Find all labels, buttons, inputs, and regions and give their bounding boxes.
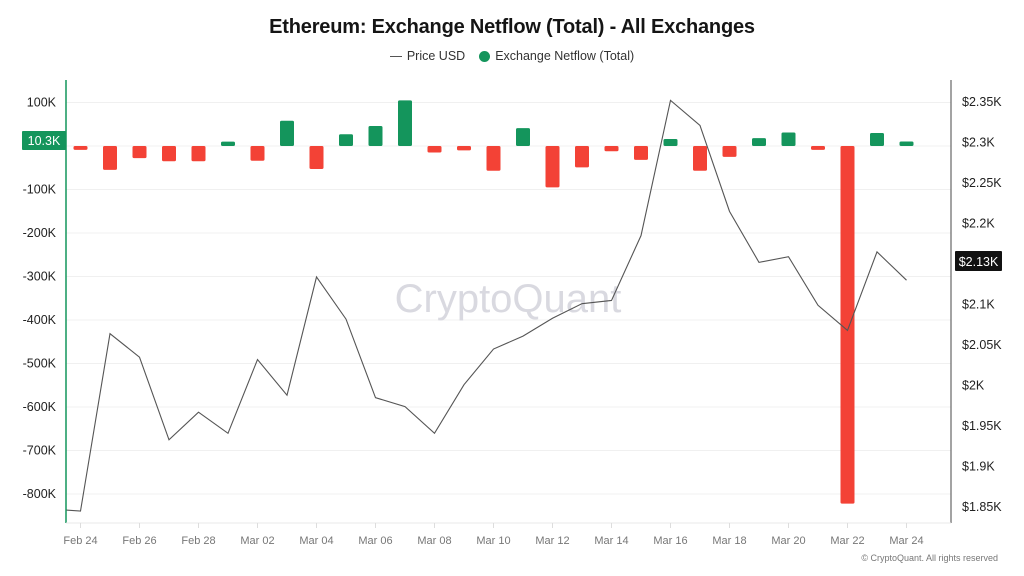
left-tick-label: -100K	[23, 183, 57, 197]
netflow-bar[interactable]	[191, 146, 206, 162]
netflow-bar[interactable]	[132, 146, 147, 159]
x-tick-label: Feb 24	[63, 535, 97, 547]
x-tick-label: Mar 18	[712, 535, 746, 547]
x-tick-label: Mar 02	[240, 535, 274, 547]
x-axis-ticks: Feb 24 Feb 26 Feb 28 Mar 02 Mar 04 Mar 06 Mar …	[63, 523, 924, 547]
netflow-bar[interactable]	[427, 146, 442, 153]
left-tick-label: -300K	[23, 270, 57, 284]
netflow-bar[interactable]	[339, 134, 353, 146]
netflow-bar[interactable]	[368, 125, 383, 146]
legend-item-price[interactable]: Price USD	[389, 49, 466, 63]
netflow-bar[interactable]	[221, 141, 235, 146]
watermark-text: CryptoQuant	[395, 277, 622, 321]
circle-swatch-icon	[479, 50, 491, 62]
left-tick-label: -800K	[23, 487, 57, 501]
x-tick-label: Mar 14	[594, 535, 628, 547]
right-tick-label: $1.95K	[962, 419, 1002, 433]
gridlines	[66, 102, 951, 495]
x-tick-label: Feb 26	[122, 535, 156, 547]
left-axis-ticks: 100K -100K -200K -300K -400K -500K -600K -700K -…	[23, 96, 57, 502]
chart-legend: Price USD Exchange Netflow (Total)	[0, 49, 1024, 63]
netflow-bar[interactable]	[722, 146, 737, 157]
x-tick-label: Mar 20	[771, 535, 805, 547]
left-tick-label: -500K	[23, 357, 57, 371]
x-tick-label: Mar 12	[535, 535, 569, 547]
netflow-bar[interactable]	[811, 146, 825, 150]
left-tick-label: -200K	[23, 226, 57, 240]
netflow-bar[interactable]	[781, 132, 796, 146]
netflow-bar[interactable]	[73, 146, 88, 150]
right-tick-label: $2.35K	[962, 95, 1002, 109]
netflow-bar[interactable]	[634, 146, 648, 160]
netflow-bars	[73, 100, 914, 504]
netflow-bar[interactable]	[693, 146, 707, 171]
netflow-bar[interactable]	[486, 146, 501, 171]
netflow-bar[interactable]	[604, 146, 619, 152]
x-tick-label: Mar 22	[830, 535, 864, 547]
right-tick-label: $2.1K	[962, 298, 995, 312]
right-tick-label: $2K	[962, 379, 985, 393]
right-tick-label: $1.9K	[962, 460, 995, 474]
x-tick-label: Mar 10	[476, 535, 510, 547]
svg-text:10.3K: 10.3K	[28, 134, 61, 148]
netflow-bar[interactable]	[162, 146, 176, 162]
copyright-text: © CryptoQuant. All rights reserved	[861, 553, 998, 563]
chart-title: Ethereum: Exchange Netflow (Total) - All…	[269, 16, 755, 38]
netflow-bar[interactable]	[457, 146, 471, 151]
netflow-bar[interactable]	[899, 141, 914, 146]
current-netflow-marker: 10.3K	[22, 131, 66, 150]
right-tick-label: $2.25K	[962, 176, 1002, 190]
line-swatch-icon	[389, 55, 402, 57]
price-line	[65, 99, 907, 512]
netflow-bar[interactable]	[516, 128, 530, 146]
left-tick-label: -600K	[23, 400, 57, 414]
x-tick-label: Mar 08	[417, 535, 451, 547]
netflow-bar[interactable]	[103, 146, 117, 170]
left-tick-label: 100K	[27, 96, 57, 110]
netflow-bar[interactable]	[575, 146, 589, 168]
right-axis-ticks: $2.35K$2.3K$2.25K$2.2K$2.15K$2.1K$2.05K$…	[962, 95, 1002, 514]
current-price-marker: $2.13K	[955, 251, 1002, 271]
netflow-bar[interactable]	[545, 146, 560, 188]
netflow-bar[interactable]	[250, 146, 265, 161]
left-tick-label: -700K	[23, 444, 57, 458]
right-tick-label: $2.05K	[962, 338, 1002, 352]
x-tick-label: Mar 16	[653, 535, 687, 547]
netflow-bar[interactable]	[280, 120, 294, 146]
right-tick-label: $1.85K	[962, 500, 1002, 514]
right-tick-label: $2.2K	[962, 217, 995, 231]
x-tick-label: Mar 04	[299, 535, 333, 547]
netflow-bar[interactable]	[663, 139, 678, 146]
netflow-bar[interactable]	[870, 132, 884, 146]
legend-label-netflow: Exchange Netflow (Total)	[495, 49, 635, 63]
netflow-bar[interactable]	[309, 146, 324, 170]
x-tick-label: Mar 06	[358, 535, 392, 547]
legend-label-price: Price USD	[406, 49, 466, 63]
svg-text:$2.13K: $2.13K	[959, 255, 999, 269]
netflow-bar[interactable]	[398, 100, 412, 146]
netflow-bar[interactable]	[752, 138, 766, 146]
right-tick-label: $2.3K	[962, 136, 995, 150]
x-tick-label: Feb 28	[181, 535, 215, 547]
netflow-bar[interactable]	[840, 146, 855, 504]
legend-item-netflow[interactable]: Exchange Netflow (Total)	[479, 49, 634, 63]
x-tick-label: Mar 24	[889, 535, 923, 547]
left-tick-label: -400K	[23, 313, 57, 327]
